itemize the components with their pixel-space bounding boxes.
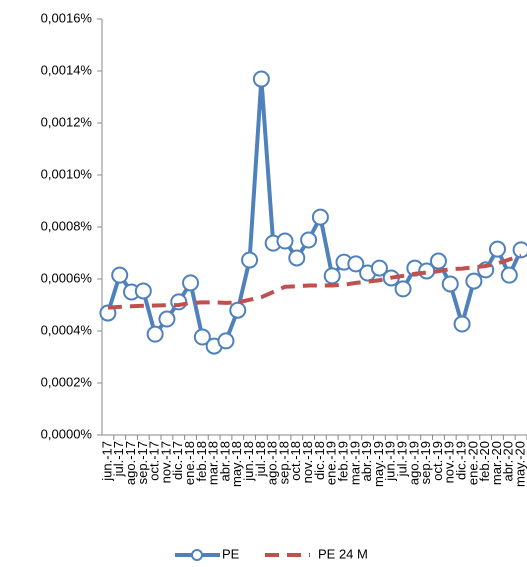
y-tick-label: 0,0016% [41,10,93,25]
x-tick-label: jun.-19 [383,441,398,482]
x-tick-label: jul.-17 [111,441,126,477]
x-tick-label: ago.-18 [265,441,280,485]
x-tick-label: mar.-18 [206,441,221,485]
data-point [170,293,188,311]
y-tick-label: 0,0006% [41,270,93,285]
data-point [347,255,365,273]
y-tick-label: 0,0000% [41,426,93,441]
x-tick-label: jul.-19 [394,441,409,477]
x-tick-label: jul.-18 [253,441,268,477]
y-tick-label: 0,0012% [41,114,93,129]
x-tick-label: sep.-17 [135,441,150,484]
x-tick-label: jun.-18 [241,441,256,482]
data-point [394,280,412,298]
x-tick-label: dic.-17 [170,441,185,480]
series-line [107,253,522,310]
x-tick-label: feb.-18 [194,441,209,481]
x-tick-label: may.-18 [229,441,244,487]
data-point [465,272,483,290]
data-point [146,325,164,343]
data-point [193,328,211,346]
y-tick-label: 0,0002% [41,374,93,389]
x-tick-label: mar.-19 [347,441,362,485]
data-point [241,251,259,269]
legend-marker [191,549,203,561]
x-tick-label: ago.-17 [123,441,138,485]
data-point [217,332,235,350]
data-point [288,249,306,267]
x-tick-label: nov.-18 [300,441,315,483]
data-point [500,266,518,284]
x-tick-label: may.-20 [513,441,527,487]
x-tick-label: ene.-19 [324,441,339,485]
data-point [252,70,270,88]
x-tick-label: jun.-17 [99,441,114,482]
legend-label: PE [222,546,240,561]
data-point [300,231,318,249]
data-point [441,275,459,293]
y-tick-label: 0,0008% [41,218,93,233]
x-tick-label: oct.-17 [147,441,162,481]
data-point [134,282,152,300]
x-tick-label: abr.-18 [217,441,232,481]
data-point [158,310,176,328]
data-point [488,240,506,258]
x-tick-label: abr.-19 [359,441,374,481]
y-tick-label: 0,0014% [41,62,93,77]
x-tick-label: feb.-19 [335,441,350,481]
data-point [429,252,447,270]
data-point [182,274,200,292]
y-tick-label: 0,0010% [41,166,93,181]
x-tick-label: dic.-19 [454,441,469,480]
data-point [323,267,341,285]
data-point [453,315,471,333]
y-tick-label: 0,0004% [41,322,93,337]
x-tick-label: sep.-19 [418,441,433,484]
data-point [229,301,247,319]
x-tick-label: nov.-19 [442,441,457,483]
data-point [276,232,294,250]
x-tick-label: ago.-19 [406,441,421,485]
x-tick-label: ene.-18 [182,441,197,485]
x-tick-label: may.-19 [371,441,386,487]
x-tick-label: nov.-17 [158,441,173,483]
x-tick-label: dic.-18 [312,441,327,480]
x-tick-label: mar.-20 [489,441,504,485]
x-tick-label: oct.-19 [430,441,445,481]
legend-label: PE 24 M [318,546,368,561]
x-tick-label: ene.-20 [465,441,480,485]
data-point [311,208,329,226]
data-point [370,259,388,277]
data-point [111,266,129,284]
x-tick-label: abr.-20 [501,441,516,481]
x-tick-label: sep.-18 [276,441,291,484]
x-tick-label: feb.-20 [477,441,492,481]
x-tick-label: oct.-18 [288,441,303,481]
